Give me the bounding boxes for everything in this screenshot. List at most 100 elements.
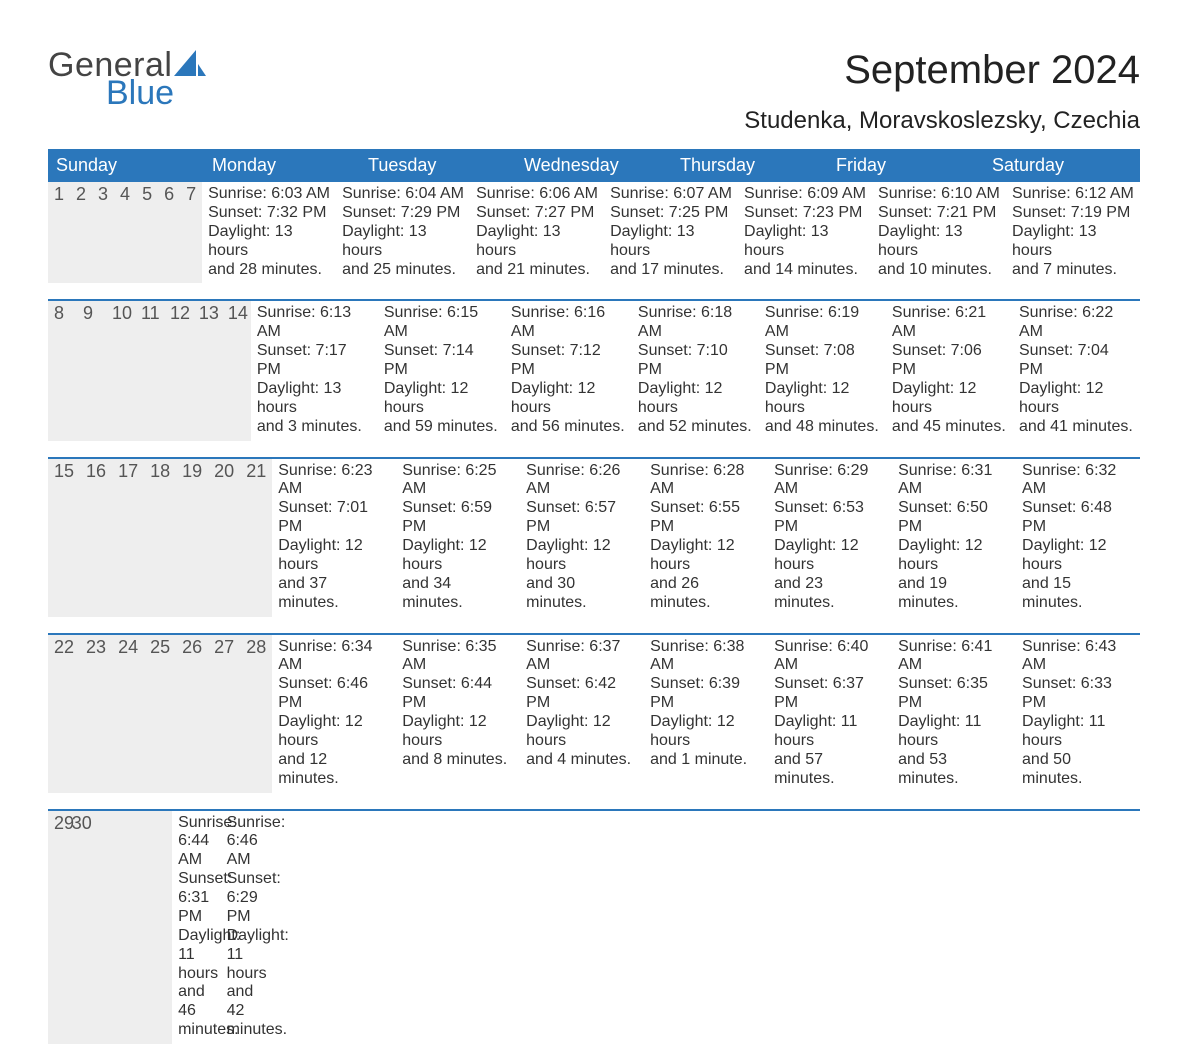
calendar-day-number-cell: 8 xyxy=(48,301,77,440)
day-d2: and 26 minutes. xyxy=(650,575,762,613)
calendar-day-number-cell: 29 xyxy=(48,811,66,1045)
day-d2: and 37 minutes. xyxy=(278,575,390,613)
day-sunrise: Sunrise: 6:35 AM xyxy=(402,638,514,676)
day-body: Sunrise: 6:21 AMSunset: 7:06 PMDaylight:… xyxy=(886,301,1013,440)
day-d2: and 7 minutes. xyxy=(1012,261,1134,280)
calendar-day-number-cell: 9 xyxy=(77,301,106,440)
day-sunset: Sunset: 6:37 PM xyxy=(774,675,886,713)
day-sunrise: Sunrise: 6:28 AM xyxy=(650,462,762,500)
calendar-day-number-cell: 22 xyxy=(48,635,80,793)
day-d2: and 45 minutes. xyxy=(892,418,1007,437)
calendar-day-number-cell: 6 xyxy=(158,182,180,283)
day-d1: Daylight: 12 hours xyxy=(650,713,762,751)
day-body: Sunrise: 6:10 AMSunset: 7:21 PMDaylight:… xyxy=(872,182,1006,283)
weekday-header: Monday xyxy=(204,149,360,182)
day-d2: and 4 minutes. xyxy=(526,751,638,770)
day-d1: Daylight: 12 hours xyxy=(650,537,762,575)
daynum-row: 15161718192021 xyxy=(48,459,272,617)
day-sunrise: Sunrise: 6:32 AM xyxy=(1022,462,1134,500)
day-number: 23 xyxy=(80,635,112,660)
day-d1: Daylight: 13 hours xyxy=(342,223,464,261)
day-d2: and 57 minutes. xyxy=(774,751,886,789)
day-d2: and 48 minutes. xyxy=(765,418,880,437)
calendar-day-cell: Sunrise: 6:26 AMSunset: 6:57 PMDaylight:… xyxy=(520,459,644,617)
calendar-day-cell: Sunrise: 6:22 AMSunset: 7:04 PMDaylight:… xyxy=(1013,301,1140,440)
calendar-day-cell: Sunrise: 6:34 AMSunset: 6:46 PMDaylight:… xyxy=(272,635,396,793)
calendar-week: 2930 Sunrise: 6:44 AMSunset: 6:31 PMDayli… xyxy=(48,809,1140,1045)
calendar-day-cell: Sunrise: 6:32 AMSunset: 6:48 PMDaylight:… xyxy=(1016,459,1140,617)
day-body: Sunrise: 6:18 AMSunset: 7:10 PMDaylight:… xyxy=(632,301,759,440)
header-row: General Blue September 2024 Studenka, Mo… xyxy=(48,48,1140,135)
day-sunset: Sunset: 7:10 PM xyxy=(638,342,753,380)
day-body: Sunrise: 6:37 AMSunset: 6:42 PMDaylight:… xyxy=(520,635,644,774)
calendar-page: General Blue September 2024 Studenka, Mo… xyxy=(0,0,1188,1064)
calendar-day-number-cell: 23 xyxy=(80,635,112,793)
day-sunrise: Sunrise: 6:40 AM xyxy=(774,638,886,676)
day-d2: and 12 minutes. xyxy=(278,751,390,789)
day-sunrise: Sunrise: 6:04 AM xyxy=(342,185,464,204)
day-d1: Daylight: 12 hours xyxy=(638,380,753,418)
day-sunset: Sunset: 7:04 PM xyxy=(1019,342,1134,380)
calendar-day-number-cell xyxy=(154,811,172,1045)
day-d2: and 23 minutes. xyxy=(774,575,886,613)
day-d1: Daylight: 12 hours xyxy=(1019,380,1134,418)
calendar-week: 15161718192021Sunrise: 6:23 AMSunset: 7:… xyxy=(48,457,1140,617)
calendar-day-cell: Sunrise: 6:19 AMSunset: 7:08 PMDaylight:… xyxy=(759,301,886,440)
day-sunrise: Sunrise: 6:44 AM xyxy=(178,814,215,871)
day-body: Sunrise: 6:26 AMSunset: 6:57 PMDaylight:… xyxy=(520,459,644,617)
day-sunset: Sunset: 7:21 PM xyxy=(878,204,1000,223)
calendar-day-number-cell: 13 xyxy=(193,301,222,440)
day-sunrise: Sunrise: 6:13 AM xyxy=(257,304,372,342)
day-number: 3 xyxy=(92,182,114,207)
calendar-day-number-cell: 16 xyxy=(80,459,112,617)
day-body: Sunrise: 6:03 AMSunset: 7:32 PMDaylight:… xyxy=(202,182,336,283)
day-sunrise: Sunrise: 6:25 AM xyxy=(402,462,514,500)
day-number: 27 xyxy=(208,635,240,660)
day-number: 28 xyxy=(240,635,272,660)
calendar-day-cell: Sunrise: 6:25 AMSunset: 6:59 PMDaylight:… xyxy=(396,459,520,617)
day-d2: and 42 minutes. xyxy=(227,983,264,1040)
day-body: Sunrise: 6:06 AMSunset: 7:27 PMDaylight:… xyxy=(470,182,604,283)
calendar-day-number-cell xyxy=(137,811,155,1045)
day-d2: and 59 minutes. xyxy=(384,418,499,437)
day-d2: and 46 minutes. xyxy=(178,983,215,1040)
calendar-day-cell: Sunrise: 6:12 AMSunset: 7:19 PMDaylight:… xyxy=(1006,182,1140,283)
day-d2: and 3 minutes. xyxy=(257,418,372,437)
day-d2: and 25 minutes. xyxy=(342,261,464,280)
day-d1: Daylight: 12 hours xyxy=(898,537,1010,575)
title-block: September 2024 Studenka, Moravskoslezsky… xyxy=(744,48,1140,135)
day-body: Sunrise: 6:16 AMSunset: 7:12 PMDaylight:… xyxy=(505,301,632,440)
day-d2: and 19 minutes. xyxy=(898,575,1010,613)
calendar-day-cell: Sunrise: 6:29 AMSunset: 6:53 PMDaylight:… xyxy=(768,459,892,617)
day-sunset: Sunset: 6:31 PM xyxy=(178,870,215,927)
location-label: Studenka, Moravskoslezsky, Czechia xyxy=(744,107,1140,135)
day-sunrise: Sunrise: 6:19 AM xyxy=(765,304,880,342)
day-d2: and 34 minutes. xyxy=(402,575,514,613)
calendar-day-cell xyxy=(415,811,464,1045)
day-body: Sunrise: 6:41 AMSunset: 6:35 PMDaylight:… xyxy=(892,635,1016,793)
day-body: Sunrise: 6:35 AMSunset: 6:44 PMDaylight:… xyxy=(396,635,520,774)
day-sunrise: Sunrise: 6:29 AM xyxy=(774,462,886,500)
calendar-day-number-cell: 12 xyxy=(164,301,193,440)
calendar-day-cell: Sunrise: 6:03 AMSunset: 7:32 PMDaylight:… xyxy=(202,182,336,283)
calendar-day-number-cell: 11 xyxy=(135,301,164,440)
calendar-day-cell: Sunrise: 6:40 AMSunset: 6:37 PMDaylight:… xyxy=(768,635,892,793)
day-number: 30 xyxy=(66,811,84,836)
brand-logo: General Blue xyxy=(48,48,206,110)
day-body: Sunrise: 6:44 AMSunset: 6:31 PMDaylight:… xyxy=(172,811,221,1045)
day-sunrise: Sunrise: 6:18 AM xyxy=(638,304,753,342)
day-number: 26 xyxy=(176,635,208,660)
day-d1: Daylight: 13 hours xyxy=(1012,223,1134,261)
day-sunrise: Sunrise: 6:37 AM xyxy=(526,638,638,676)
day-number: 6 xyxy=(158,182,180,207)
calendar-day-number-cell: 18 xyxy=(144,459,176,617)
day-sunset: Sunset: 6:42 PM xyxy=(526,675,638,713)
day-d1: Daylight: 11 hours xyxy=(1022,713,1134,751)
day-d2: and 14 minutes. xyxy=(744,261,866,280)
day-body: Sunrise: 6:19 AMSunset: 7:08 PMDaylight:… xyxy=(759,301,886,440)
calendar-day-number-cell: 19 xyxy=(176,459,208,617)
day-sunset: Sunset: 7:23 PM xyxy=(744,204,866,223)
calendar-day-number-cell: 7 xyxy=(180,182,202,283)
weekday-header: Thursday xyxy=(672,149,828,182)
day-number: 14 xyxy=(222,301,251,326)
